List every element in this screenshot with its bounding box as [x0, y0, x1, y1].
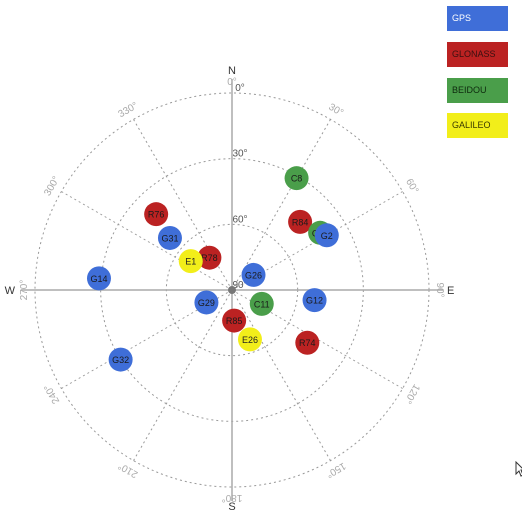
satellite-marker[interactable]: [197, 245, 222, 270]
elevation-labels: 0° 30° 60° 90°: [232, 83, 247, 291]
satellite-label: C8: [291, 174, 303, 184]
satellite-marker[interactable]: [288, 209, 313, 234]
satellite-r74[interactable]: R74: [295, 330, 320, 355]
azimuth-label: 90°: [434, 282, 445, 297]
azimuth-label: 0°: [227, 77, 237, 88]
azimuth-label: 270°: [19, 280, 30, 301]
azimuth-spoke: [133, 289, 233, 461]
satellite-label: G14: [90, 274, 107, 284]
satellite-c8[interactable]: C8: [284, 166, 309, 191]
satellite-r85[interactable]: R85: [222, 308, 247, 333]
compass-south: S: [228, 501, 235, 513]
azimuth-label: 30°: [326, 102, 345, 119]
compass-north: N: [228, 65, 236, 77]
satellite-marker[interactable]: [314, 223, 339, 248]
satellite-label: E1: [185, 257, 196, 267]
azimuth-label: 240°: [42, 382, 62, 405]
satellite-label: R78: [201, 253, 218, 263]
satellite-r76[interactable]: R76: [144, 202, 169, 227]
satellite-marker[interactable]: [295, 330, 320, 355]
satellite-marker[interactable]: [108, 347, 133, 372]
satellite-g31[interactable]: G31: [157, 225, 182, 250]
legend-item-galileo[interactable]: GALILEO: [447, 113, 508, 138]
satellite-marker[interactable]: [144, 202, 169, 227]
satellite-marker[interactable]: [222, 308, 247, 333]
satellites: C8R84C13G2G12R74E26R85G29G32G14G31R76R78…: [86, 166, 339, 372]
compass-west: W: [5, 285, 16, 297]
mouse-cursor-icon: [515, 461, 522, 477]
elevation-label: 60°: [232, 214, 247, 225]
satellite-label: R76: [148, 210, 165, 220]
legend-item-glonass[interactable]: GLONASS: [447, 42, 508, 67]
azimuth-label: 300°: [42, 175, 62, 198]
azimuth-label: 150°: [324, 460, 347, 480]
satellite-marker[interactable]: [249, 291, 274, 316]
satellite-marker[interactable]: [237, 327, 262, 352]
azimuth-label: 210°: [117, 460, 140, 480]
satellite-r84[interactable]: R84: [288, 209, 313, 234]
satellite-g29[interactable]: G29: [194, 290, 219, 315]
satellite-marker[interactable]: [284, 166, 309, 191]
azimuth-label: 180°: [222, 492, 243, 503]
satellite-marker[interactable]: [157, 225, 182, 250]
legend-item-gps[interactable]: GPS: [447, 6, 508, 31]
satellite-e1[interactable]: E1: [178, 249, 203, 274]
satellite-g12[interactable]: G12: [302, 288, 327, 313]
satellite-g26[interactable]: G26: [241, 262, 266, 287]
satellite-label: E26: [242, 335, 258, 345]
satellite-label: R84: [292, 217, 309, 227]
satellite-label: G32: [112, 355, 129, 365]
satellite-label: R85: [226, 316, 243, 326]
azimuth-spoke: [61, 191, 233, 291]
compass-east: E: [447, 285, 454, 297]
satellite-r78[interactable]: R78: [197, 245, 222, 270]
satellite-marker[interactable]: [86, 266, 111, 291]
elevation-label: 30°: [232, 149, 247, 160]
legend-item-beidou[interactable]: BEIDOU: [447, 78, 508, 103]
satellite-label: G12: [306, 296, 323, 306]
center-dot: [228, 286, 236, 294]
satellite-e26[interactable]: E26: [237, 327, 262, 352]
azimuth-spoke: [231, 119, 331, 291]
satellite-marker[interactable]: [302, 288, 327, 313]
elevation-label: 0°: [235, 83, 245, 94]
satellite-label: G29: [198, 298, 215, 308]
elevation-label: 90°: [232, 280, 247, 291]
satellite-label: G2: [321, 231, 333, 241]
satellite-marker[interactable]: [194, 290, 219, 315]
azimuth-label: 60°: [403, 177, 420, 196]
azimuth-label: 120°: [402, 382, 422, 405]
compass-labels: N S E W: [5, 65, 455, 513]
satellite-label: G31: [161, 233, 178, 243]
satellite-marker[interactable]: [241, 262, 266, 287]
satellite-c11[interactable]: C11: [249, 291, 274, 316]
satellite-marker[interactable]: [178, 249, 203, 274]
satellite-label: R74: [299, 338, 316, 348]
azimuth-spoke: [231, 289, 331, 461]
satellite-g2[interactable]: G2: [314, 223, 339, 248]
satellite-label: C11: [254, 299, 270, 309]
satellite-g32[interactable]: G32: [108, 347, 133, 372]
satellite-label: G26: [245, 270, 262, 280]
satellite-g14[interactable]: G14: [86, 266, 111, 291]
azimuth-label: 330°: [117, 100, 140, 120]
